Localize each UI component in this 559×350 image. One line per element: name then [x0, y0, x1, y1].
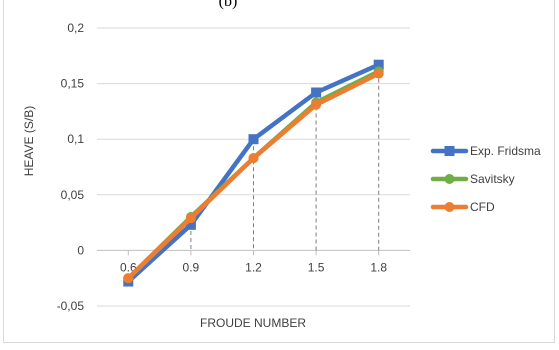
legend-label-exp-fridsma: Exp. Fridsma	[470, 144, 541, 158]
legend-marker-savitsky	[444, 174, 455, 184]
x-tick-label: 0.9	[183, 260, 200, 274]
legend-marker-exp-fridsma	[444, 146, 455, 156]
data-point-exp-fridsma	[248, 134, 259, 145]
data-point-exp-fridsma	[185, 219, 196, 230]
data-point-cfd	[373, 68, 384, 79]
y-tick-label: 0,15	[61, 77, 85, 91]
y-axis-title: HEAVE (S/B)	[22, 106, 36, 176]
legend-label-cfd: CFD	[470, 200, 495, 214]
y-tick-label: 0,1	[67, 132, 84, 146]
data-point-cfd	[123, 273, 134, 284]
x-tick-label: 1.5	[308, 260, 325, 274]
data-point-cfd	[185, 213, 196, 224]
y-tick-label: -0,05	[57, 299, 85, 313]
x-tick-label: 1.2	[245, 260, 262, 274]
series-line-exp-fridsma	[126, 62, 381, 284]
data-point-exp-fridsma	[311, 87, 322, 98]
data-point-cfd	[248, 153, 259, 164]
legend-marker-cfd	[444, 202, 455, 212]
y-tick-label: 0,05	[61, 188, 85, 202]
figure-caption: (b)	[219, 0, 238, 10]
series-layer	[123, 59, 384, 287]
legend: Exp. Fridsma Savitsky CFD	[430, 144, 541, 214]
y-tick-label: 0	[77, 243, 84, 257]
y-tick-label: 0,2	[67, 21, 84, 35]
x-tick-label: 1.8	[370, 260, 387, 274]
data-point-exp-fridsma	[373, 59, 384, 70]
data-point-cfd	[311, 99, 322, 110]
legend-label-savitsky: Savitsky	[470, 172, 515, 186]
x-axis-title: FROUDE NUMBER	[200, 316, 306, 330]
